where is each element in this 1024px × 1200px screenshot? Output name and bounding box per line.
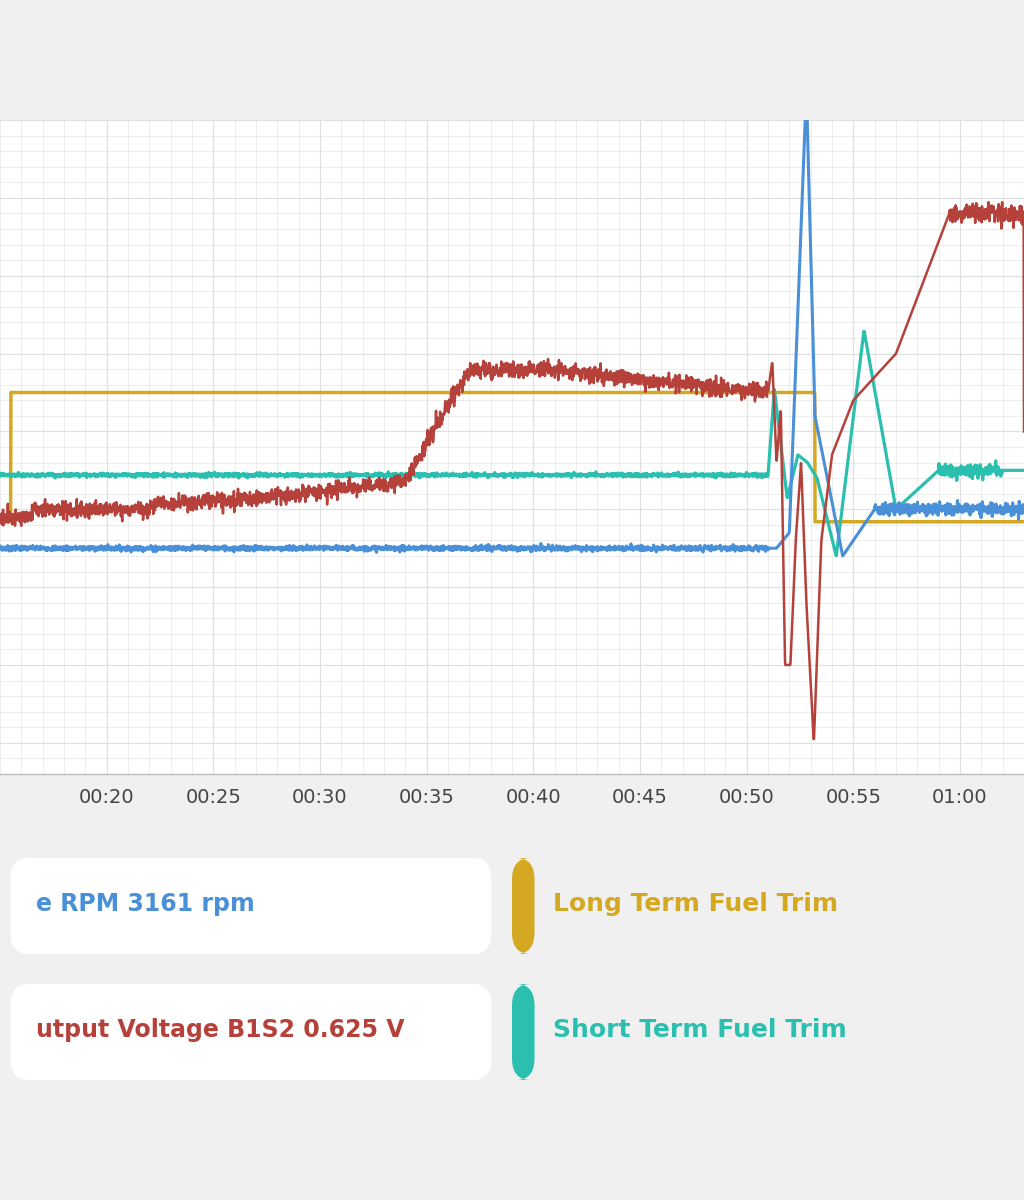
Text: Long Term Fuel Trim: Long Term Fuel Trim — [553, 892, 838, 916]
Text: e RPM 3161 rpm: e RPM 3161 rpm — [36, 892, 255, 916]
Text: utput Voltage B1S2 0.625 V: utput Voltage B1S2 0.625 V — [36, 1018, 404, 1042]
Text: Short Term Fuel Trim: Short Term Fuel Trim — [553, 1018, 847, 1042]
